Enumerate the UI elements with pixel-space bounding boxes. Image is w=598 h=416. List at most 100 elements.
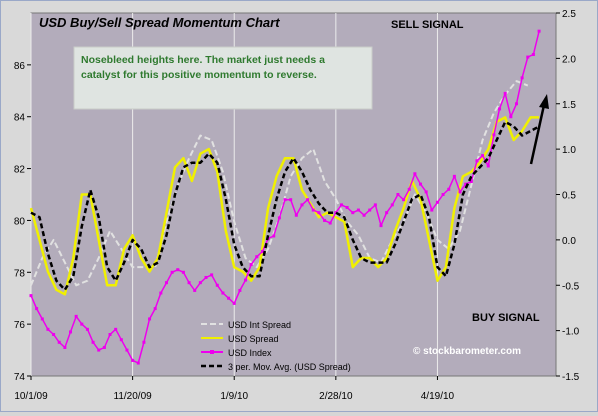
data-point-usd-index (80, 322, 84, 326)
data-point-usd-index (306, 198, 310, 202)
data-point-usd-index (435, 200, 439, 204)
note-line-1: Nosebleed heights here. The market just … (81, 54, 325, 66)
data-point-usd-index (249, 263, 253, 267)
data-point-usd-index (136, 361, 140, 365)
data-point-usd-index (362, 213, 366, 217)
data-point-usd-index (260, 250, 264, 254)
tick-label-bottom-4: 4/19/10 (421, 391, 455, 402)
data-point-usd-index (351, 211, 355, 215)
legend-label-int-spread: USD Int Spread (228, 320, 291, 330)
data-point-usd-index (272, 234, 276, 238)
data-point-usd-index (334, 211, 338, 215)
axes: 74 76 78 80 82 84 86 -1.5 -1.0 -0.5 0.0 0.5 1.0 1.5 2.… (14, 9, 580, 402)
data-point-usd-index (29, 294, 33, 298)
trend-arrow-head (539, 94, 549, 109)
data-point-usd-index (356, 208, 360, 212)
data-point-usd-index (108, 333, 112, 337)
data-point-usd-index (537, 29, 541, 33)
data-point-usd-index (57, 340, 61, 344)
data-point-usd-index (215, 283, 219, 287)
tick-label-right-0: -1.5 (562, 372, 580, 383)
data-point-usd-index (125, 348, 129, 352)
data-point-usd-index (396, 193, 400, 196)
data-point-usd-index (481, 154, 485, 158)
data-point-usd-index (526, 55, 530, 59)
data-point-usd-index (509, 115, 513, 119)
data-point-usd-index (345, 205, 349, 209)
data-point-usd-index (430, 208, 434, 212)
data-point-usd-index (368, 208, 372, 212)
data-point-usd-index (91, 340, 95, 344)
data-point-usd-index (176, 268, 180, 272)
data-point-usd-index (300, 203, 304, 207)
legend-label-mov-avg: 3 per. Mov. Avg. (USD Spread) (228, 362, 351, 372)
series-lines (29, 29, 541, 365)
note-line-2: catalyst for this positive momentum to r… (81, 69, 317, 81)
data-point-usd-index (452, 174, 456, 178)
data-point-usd-index (486, 164, 490, 168)
data-point-usd-index (164, 281, 168, 285)
data-point-usd-index (514, 102, 518, 106)
data-point-usd-index (238, 288, 242, 292)
data-point-usd-index (153, 307, 157, 311)
data-point-usd-index (328, 221, 332, 225)
data-point-usd-index (402, 198, 406, 202)
data-point-usd-index (311, 208, 315, 212)
trend-arrow (529, 94, 549, 165)
data-point-usd-index (114, 327, 118, 331)
data-point-usd-index (379, 224, 383, 228)
data-point-usd-index (503, 91, 507, 95)
data-point-usd-index (283, 198, 287, 202)
tick-label-right-5: 1.0 (562, 145, 576, 156)
data-point-usd-index (464, 182, 468, 186)
data-point-usd-index (277, 216, 281, 220)
data-point-usd-index (469, 180, 473, 184)
legend-label-usd-spread: USD Spread (228, 334, 279, 344)
data-point-usd-index (407, 187, 411, 191)
data-point-usd-index (97, 348, 101, 352)
data-point-usd-index (210, 273, 214, 277)
data-point-usd-index (63, 345, 67, 349)
data-point-usd-index (74, 314, 78, 318)
data-point-usd-index (52, 333, 56, 337)
data-point-usd-index (119, 338, 123, 342)
data-point-usd-index (204, 275, 208, 279)
tick-label-right-8: 2.5 (562, 9, 576, 20)
tick-label-left-6: 86 (14, 61, 26, 72)
data-point-usd-index (441, 193, 445, 196)
tick-label-left-1: 76 (14, 320, 26, 331)
data-point-usd-index (323, 218, 327, 222)
tick-label-left-0: 74 (14, 372, 26, 383)
tick-label-left-5: 84 (14, 113, 26, 124)
data-point-usd-index (520, 76, 524, 80)
buy-signal-label: BUY SIGNAL (472, 312, 540, 324)
data-point-usd-index (413, 172, 417, 176)
data-point-usd-index (142, 340, 146, 344)
series-line-usd-spread (29, 116, 540, 296)
data-point-usd-index (385, 211, 389, 215)
tick-label-left-3: 80 (14, 216, 26, 227)
legend-label-usd-index: USD Index (228, 348, 272, 358)
data-point-usd-index (193, 288, 197, 292)
tick-label-left-2: 78 (14, 268, 26, 279)
tick-label-bottom-2: 1/9/10 (220, 391, 248, 402)
data-point-usd-index (294, 213, 298, 217)
data-point-usd-index (227, 296, 231, 300)
legend: USD Int Spread USD Spread USD Index 3 pe… (201, 320, 351, 372)
data-point-usd-index (46, 327, 50, 331)
tick-label-right-6: 1.5 (562, 100, 576, 111)
tick-label-right-2: -0.5 (562, 281, 580, 292)
data-point-usd-index (187, 281, 191, 285)
data-point-usd-index (447, 187, 451, 191)
data-point-usd-index (419, 182, 423, 186)
data-point-usd-index (244, 278, 248, 282)
data-point-usd-index (458, 190, 462, 194)
tick-label-left-4: 82 (14, 165, 26, 176)
data-point-usd-index (102, 345, 106, 349)
data-point-usd-index (148, 317, 152, 321)
data-point-usd-index (159, 291, 163, 295)
chart-title: USD Buy/Sell Spread Momentum Chart (39, 15, 280, 30)
watermark: © stockbarometer.com (413, 346, 521, 357)
tick-label-right-3: 0.0 (562, 236, 576, 247)
